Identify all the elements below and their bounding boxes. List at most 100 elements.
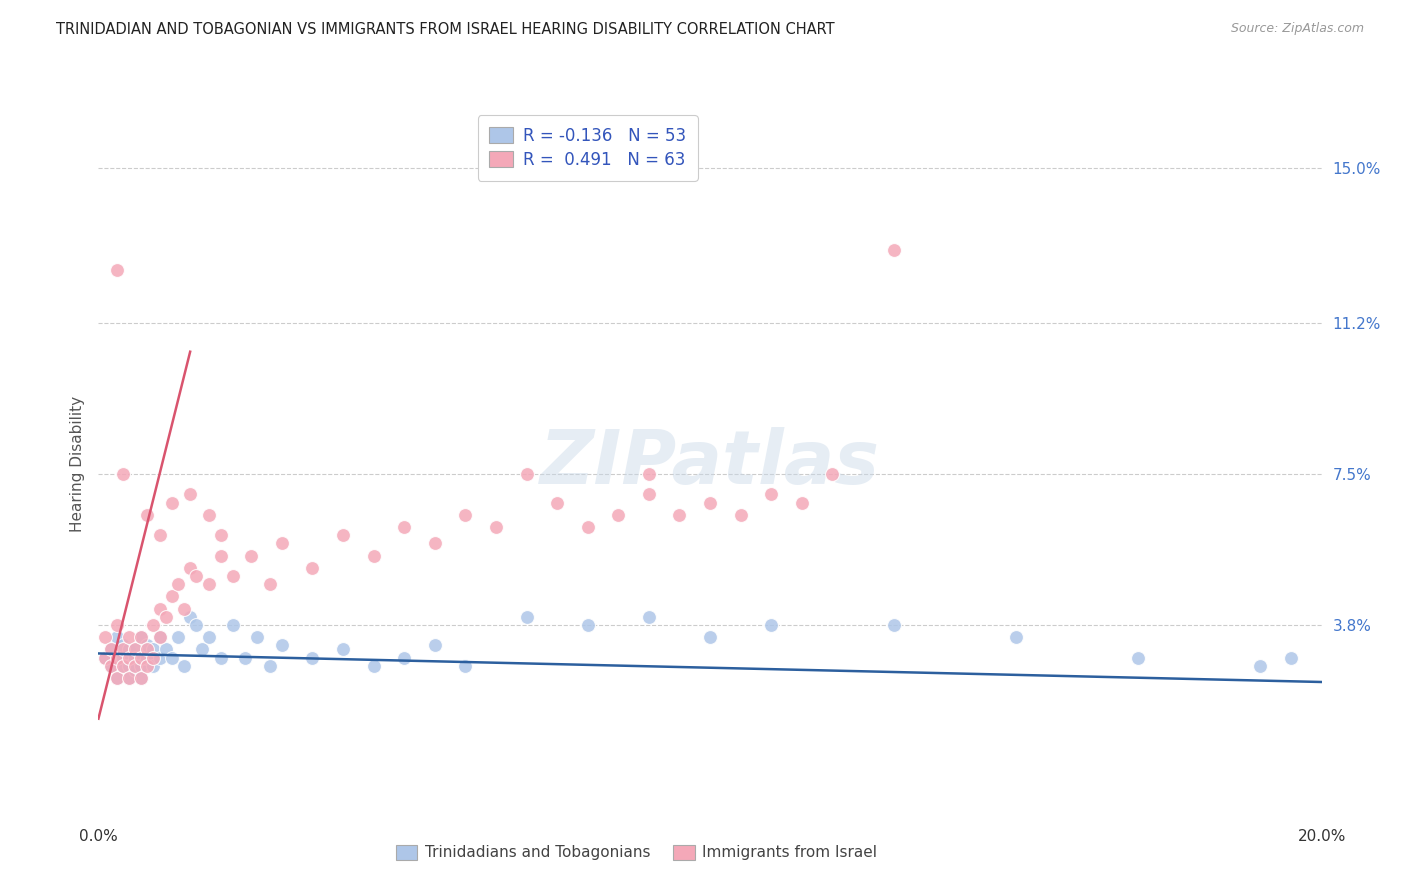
Point	[576, 520, 599, 534]
Point	[454, 508, 477, 522]
Point	[485, 520, 508, 534]
Legend: Trinidadians and Tobagonians, Immigrants from Israel: Trinidadians and Tobagonians, Immigrants…	[389, 838, 883, 866]
Point	[142, 658, 165, 673]
Point	[699, 630, 721, 644]
Point	[111, 650, 134, 665]
Point	[124, 658, 146, 673]
Point	[270, 638, 292, 652]
Point	[197, 577, 219, 591]
Point	[118, 642, 141, 657]
Point	[142, 642, 165, 657]
Point	[607, 508, 630, 522]
Point	[246, 630, 269, 644]
Point	[149, 630, 172, 644]
Point	[118, 630, 141, 644]
Point	[392, 650, 416, 665]
Point	[93, 650, 115, 665]
Point	[222, 569, 245, 583]
Point	[149, 650, 172, 665]
Point	[118, 671, 141, 685]
Point	[197, 630, 219, 644]
Text: TRINIDADIAN AND TOBAGONIAN VS IMMIGRANTS FROM ISRAEL HEARING DISABILITY CORRELAT: TRINIDADIAN AND TOBAGONIAN VS IMMIGRANTS…	[56, 22, 835, 37]
Point	[124, 642, 146, 657]
Point	[105, 630, 128, 644]
Point	[222, 618, 245, 632]
Point	[332, 642, 354, 657]
Point	[129, 671, 152, 685]
Point	[1249, 658, 1271, 673]
Point	[105, 650, 128, 665]
Point	[301, 650, 323, 665]
Point	[1004, 630, 1026, 644]
Point	[883, 243, 905, 257]
Point	[160, 495, 183, 509]
Point	[790, 495, 813, 509]
Point	[186, 618, 208, 632]
Point	[209, 650, 232, 665]
Point	[1279, 650, 1302, 665]
Point	[111, 658, 134, 673]
Point	[240, 549, 263, 563]
Point	[332, 528, 354, 542]
Point	[197, 508, 219, 522]
Point	[129, 658, 152, 673]
Text: ZIPatlas: ZIPatlas	[540, 427, 880, 500]
Point	[105, 263, 128, 277]
Point	[111, 642, 134, 657]
Point	[1128, 650, 1150, 665]
Point	[111, 658, 134, 673]
Point	[179, 561, 201, 575]
Point	[209, 549, 232, 563]
Point	[100, 658, 122, 673]
Point	[179, 487, 201, 501]
Point	[136, 638, 159, 652]
Point	[883, 618, 905, 632]
Point	[233, 650, 256, 665]
Point	[516, 609, 538, 624]
Point	[259, 658, 281, 673]
Point	[136, 508, 159, 522]
Point	[259, 577, 281, 591]
Point	[668, 508, 690, 522]
Point	[105, 618, 128, 632]
Point	[93, 630, 115, 644]
Point	[124, 642, 146, 657]
Point	[124, 650, 146, 665]
Point	[100, 658, 122, 673]
Point	[699, 495, 721, 509]
Point	[129, 650, 152, 665]
Point	[179, 609, 201, 624]
Point	[129, 671, 152, 685]
Point	[301, 561, 323, 575]
Point	[363, 549, 385, 563]
Point	[637, 609, 661, 624]
Point	[637, 467, 661, 481]
Point	[454, 658, 477, 673]
Point	[167, 630, 190, 644]
Point	[191, 642, 214, 657]
Point	[124, 663, 146, 677]
Point	[546, 495, 568, 509]
Point	[136, 642, 159, 657]
Point	[118, 650, 141, 665]
Point	[576, 618, 599, 632]
Point	[186, 569, 208, 583]
Point	[155, 609, 177, 624]
Text: Source: ZipAtlas.com: Source: ZipAtlas.com	[1230, 22, 1364, 36]
Point	[149, 528, 172, 542]
Point	[93, 650, 115, 665]
Point	[105, 671, 128, 685]
Point	[100, 642, 122, 657]
Point	[136, 658, 159, 673]
Point	[759, 487, 782, 501]
Point	[392, 520, 416, 534]
Point	[270, 536, 292, 550]
Point	[423, 638, 446, 652]
Y-axis label: Hearing Disability: Hearing Disability	[69, 396, 84, 532]
Point	[111, 467, 134, 481]
Point	[105, 671, 128, 685]
Point	[730, 508, 752, 522]
Point	[516, 467, 538, 481]
Point	[423, 536, 446, 550]
Point	[149, 630, 172, 644]
